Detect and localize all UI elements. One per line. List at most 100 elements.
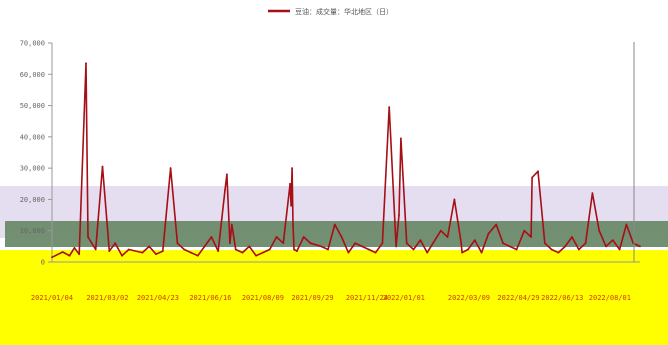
x-tick-label: 2021/11/24 [346,294,388,302]
data-point [495,223,498,226]
data-point [487,232,490,235]
data-point [114,242,117,245]
data-point [61,251,64,253]
data-point [577,248,580,251]
data-point [101,165,104,168]
x-tick-label: 2021/03/02 [86,294,128,302]
data-point [290,204,292,207]
data-point [571,236,573,238]
data-point [68,254,71,257]
x-tick-label: 2022/04/29 [497,294,539,302]
data-point [374,251,377,254]
data-point [292,223,294,226]
data-point [395,245,397,248]
data-point [446,236,449,238]
data-point [85,62,87,65]
data-point [508,245,511,248]
data-point [639,245,641,248]
data-point [523,229,526,232]
data-point [141,251,144,254]
legend-label: 豆油：成交量：华北地区（日） [295,7,393,16]
y-tick-label: 60,000 [20,71,45,79]
data-point [203,245,206,248]
data-point [127,248,130,251]
data-point [400,137,402,140]
data-point [333,223,336,226]
data-point [176,242,179,245]
data-point [611,239,614,242]
data-point [78,253,81,256]
data-point [480,251,483,254]
data-point [161,250,164,253]
y-tick-label: 20,000 [20,196,45,204]
y-tick-label: 30,000 [20,165,45,173]
data-point [248,245,251,248]
data-point [426,251,429,254]
data-point [605,245,607,248]
series-layer [51,62,641,259]
data-point [289,182,291,185]
data-point [320,245,323,248]
data-point [262,251,264,254]
data-point [196,254,199,257]
data-point [327,248,329,251]
data-point [224,189,226,191]
x-tick-label: 2022/01/01 [383,294,425,302]
data-point [230,223,233,226]
data-point [584,242,587,245]
data-point [625,223,628,226]
data-point [229,242,231,245]
data-point [381,242,384,245]
data-point [296,250,298,253]
data-point [557,251,560,254]
data-point [405,242,408,245]
data-point [226,173,228,176]
data-point [467,248,469,251]
data-point [268,248,271,251]
x-tick-label: 2021/09/29 [291,294,333,302]
data-point [367,248,370,251]
data-point [419,239,422,242]
x-tick-label: 2021/01/04 [31,294,73,302]
data-point [190,251,192,254]
data-point [598,229,601,232]
y-tick-label: 10,000 [20,227,45,235]
data-point [234,248,237,251]
data-point [361,245,363,248]
data-point [340,236,343,238]
data-point [502,242,504,245]
legend[interactable]: 豆油：成交量：华北地区（日） [268,7,393,16]
data-point [87,236,89,238]
data-point [550,248,553,251]
data-point [412,248,415,251]
data-point [275,236,278,238]
data-point [121,254,123,257]
data-point [183,248,186,251]
data-point [461,251,463,254]
data-point [460,242,463,245]
data-point [108,250,111,253]
data-point [302,236,305,238]
data-point [282,242,285,245]
data-point [148,245,151,248]
y-axis: 0 10,000 20,000 30,000 40,000 50,000 60,000 70,… [20,40,53,267]
data-point [354,242,357,245]
data-point [217,250,220,253]
data-point [169,167,172,170]
data-point [591,192,594,195]
data-point [347,251,350,254]
data-point [291,167,293,170]
data-point [543,242,546,245]
x-tick-label: 2022/06/13 [541,294,583,302]
x-tick-label: 2022/08/01 [589,294,631,302]
data-point [51,256,53,259]
data-point [210,236,213,238]
data-point [255,254,257,257]
x-tick-label: 2021/08/09 [242,294,284,302]
data-point [73,247,76,249]
data-point [537,170,539,173]
data-point [309,242,312,245]
data-point [155,253,157,256]
y-tick-label: 0 [41,259,45,267]
